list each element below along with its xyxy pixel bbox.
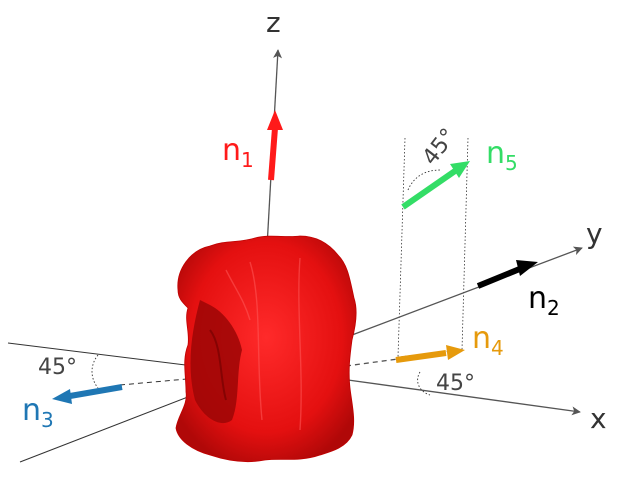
n2-arrow	[476, 260, 538, 289]
n3-arrow	[52, 384, 123, 404]
z-axis-label: z	[266, 6, 281, 39]
y-axis	[351, 246, 583, 336]
n4-arrow	[395, 345, 465, 363]
x-axis	[347, 379, 581, 416]
n2-label: n2	[528, 281, 560, 320]
angle-label-n5: 45°	[418, 124, 462, 170]
n4-label: n4	[472, 321, 504, 360]
red-object	[175, 235, 357, 463]
n1-label: n1	[222, 133, 254, 172]
n5-arrow	[401, 161, 470, 210]
angle-label-n4: 45°	[436, 371, 475, 396]
x-axis-label: x	[590, 402, 607, 435]
n1-arrow	[267, 110, 283, 181]
n3-label: n3	[22, 393, 54, 432]
angle-arcs	[91, 169, 441, 396]
angle-label-n3: 45°	[38, 355, 77, 380]
y-axis-label: y	[586, 217, 603, 250]
n5-label: n5	[486, 136, 518, 175]
